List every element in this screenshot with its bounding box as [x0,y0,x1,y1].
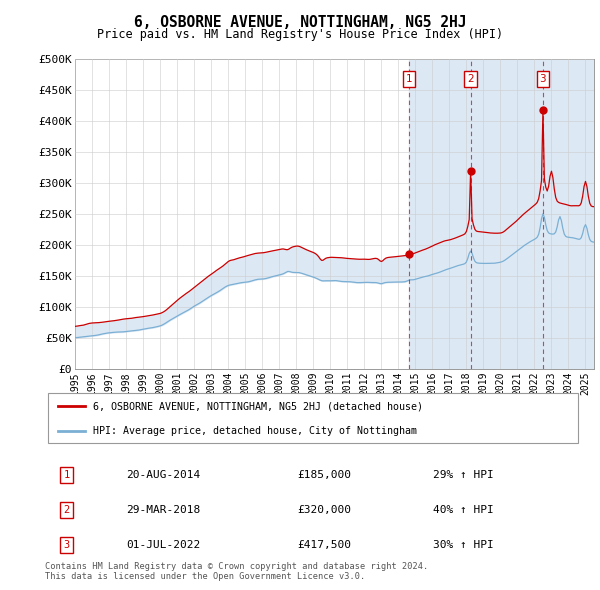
Text: 1: 1 [406,74,412,84]
FancyBboxPatch shape [47,394,578,443]
Text: 3: 3 [539,74,546,84]
Text: £185,000: £185,000 [297,470,351,480]
Text: 2: 2 [467,74,474,84]
Bar [543,59,594,369]
Bar [409,59,470,369]
Text: 6, OSBORNE AVENUE, NOTTINGHAM, NG5 2HJ: 6, OSBORNE AVENUE, NOTTINGHAM, NG5 2HJ [134,15,466,30]
Text: Price paid vs. HM Land Registry's House Price Index (HPI): Price paid vs. HM Land Registry's House … [97,28,503,41]
Text: 3: 3 [64,540,70,550]
Text: 40% ↑ HPI: 40% ↑ HPI [433,505,494,515]
Text: 20-AUG-2014: 20-AUG-2014 [126,470,200,480]
Text: 2: 2 [64,505,70,515]
Text: 1: 1 [64,470,70,480]
Text: HPI: Average price, detached house, City of Nottingham: HPI: Average price, detached house, City… [94,427,418,437]
Text: £320,000: £320,000 [297,505,351,515]
Text: 01-JUL-2022: 01-JUL-2022 [126,540,200,550]
Text: 30% ↑ HPI: 30% ↑ HPI [433,540,494,550]
Text: Contains HM Land Registry data © Crown copyright and database right 2024.
This d: Contains HM Land Registry data © Crown c… [45,562,428,581]
Text: 6, OSBORNE AVENUE, NOTTINGHAM, NG5 2HJ (detached house): 6, OSBORNE AVENUE, NOTTINGHAM, NG5 2HJ (… [94,401,424,411]
Text: 29-MAR-2018: 29-MAR-2018 [126,505,200,515]
Text: £417,500: £417,500 [297,540,351,550]
Text: 29% ↑ HPI: 29% ↑ HPI [433,470,494,480]
Bar [470,59,543,369]
